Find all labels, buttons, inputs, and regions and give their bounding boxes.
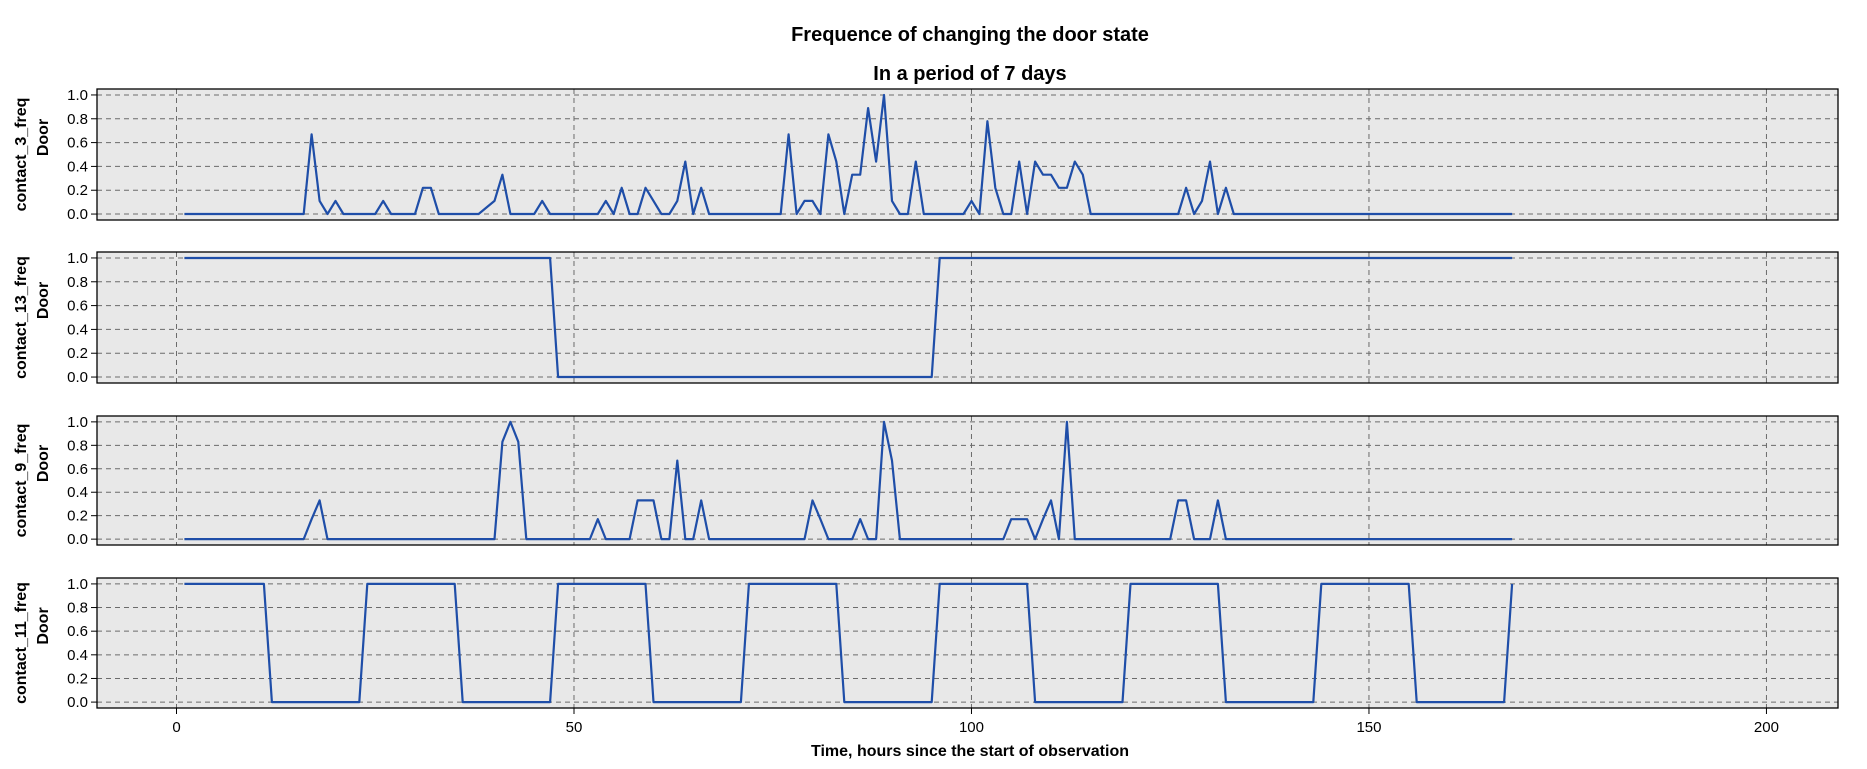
panel-background [97, 416, 1838, 545]
panel-4: 0.0 0.2 0.4 0.6 0.8 1.0 contact_11_freq Door [13, 576, 1839, 711]
y-tick-label: 0.8 [67, 111, 88, 128]
y-axis-label: contact_11_freq [13, 582, 30, 704]
series-line-contact_3_freq [184, 93, 1513, 216]
y-tick-label: 0.8 [67, 600, 88, 617]
panel-3: 0.0 0.2 0.4 0.6 0.8 1.0 contact_9_freq Door [13, 414, 1839, 548]
y-tick-label: 0.4 [67, 158, 88, 175]
y-tick-label: 0.4 [67, 321, 88, 338]
y-tick-label: 0.0 [67, 531, 88, 548]
panel-frame [96, 577, 1839, 709]
panel-background [97, 89, 1838, 220]
y-tick-label: 0.6 [67, 298, 88, 315]
y-axis-unit-label: Door [35, 607, 52, 644]
panel-frame [96, 415, 1839, 546]
y-tick-label: 1.0 [67, 576, 88, 593]
y-tick-label: 0.0 [67, 369, 88, 386]
y-axis-unit-label: Door [35, 119, 52, 156]
y-tick-label: 1.0 [67, 87, 88, 104]
y-tick-label: 0.0 [67, 694, 88, 711]
y-axis-label: contact_13_freq [13, 256, 30, 379]
y-tick-label: 0.2 [67, 508, 88, 525]
series-line-contact_13_freq [184, 256, 1513, 379]
panel-frame [96, 88, 1839, 221]
y-tick-label: 1.0 [67, 250, 88, 267]
x-tick-label: 150 [1356, 719, 1381, 736]
x-tick-label: 0 [172, 719, 180, 736]
chart-subtitle: In a period of 7 days [873, 63, 1066, 85]
y-tick-label: 0.8 [67, 274, 88, 291]
series-line-contact_11_freq [184, 582, 1514, 704]
panel-background [97, 578, 1838, 708]
y-tick-label: 0.0 [67, 206, 88, 223]
y-tick-label: 0.4 [67, 484, 88, 501]
panel-frame [96, 251, 1839, 384]
panel-background [97, 252, 1838, 383]
x-tick-label: 100 [959, 719, 984, 736]
series-line-contact_9_freq [184, 420, 1513, 541]
panel-2: 0.0 0.2 0.4 0.6 0.8 1.0 contact_13_freq Door [13, 250, 1839, 386]
x-axis-label: Time, hours since the start of observati… [811, 743, 1129, 760]
y-axis-label: contact_3_freq [13, 98, 30, 212]
panel-1: 0.0 0.2 0.4 0.6 0.8 1.0 contact_3_freq Door [13, 87, 1839, 223]
y-tick-label: 0.2 [67, 670, 88, 687]
y-tick-label: 0.6 [67, 461, 88, 478]
x-axis: 0 50 100 150 200 [172, 708, 1779, 736]
x-tick-label: 50 [566, 719, 583, 736]
y-tick-label: 0.4 [67, 647, 88, 664]
y-tick-label: 0.6 [67, 623, 88, 640]
y-tick-label: 1.0 [67, 414, 88, 431]
y-axis-label: contact_9_freq [13, 424, 30, 538]
y-tick-label: 0.2 [67, 345, 88, 362]
x-tick-label: 200 [1754, 719, 1779, 736]
y-tick-label: 0.6 [67, 135, 88, 152]
y-axis-unit-label: Door [35, 282, 52, 319]
chart-title: Frequence of changing the door state [791, 24, 1149, 46]
y-axis-unit-label: Door [35, 445, 52, 482]
y-tick-label: 0.2 [67, 182, 88, 199]
y-tick-label: 0.8 [67, 437, 88, 454]
